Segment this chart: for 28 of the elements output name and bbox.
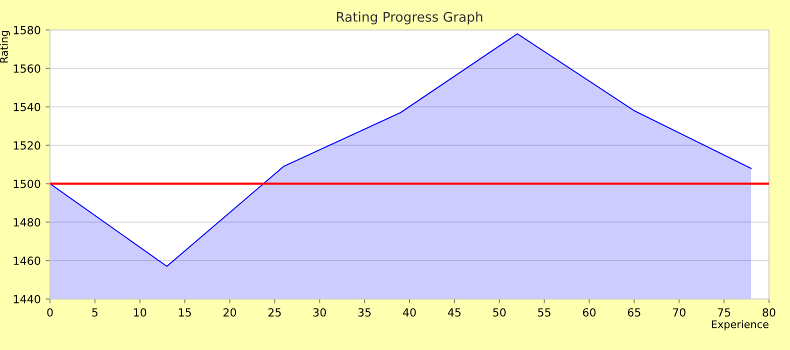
x-tick-label: 10 <box>134 308 146 317</box>
x-axis-title: Experience <box>712 320 768 330</box>
x-tick-label: 35 <box>358 308 371 317</box>
x-tick-label: 50 <box>493 308 506 317</box>
y-tick-label: 1580 <box>14 26 40 34</box>
x-tick-label: 45 <box>448 308 461 317</box>
x-tick-label: 15 <box>178 308 191 317</box>
x-tick-label: 75 <box>718 308 730 317</box>
x-tick-label: 5 <box>92 308 98 317</box>
x-tick-label: 70 <box>672 308 686 317</box>
x-tick-label: 65 <box>628 308 640 317</box>
y-tick-label: 1540 <box>14 102 40 112</box>
x-tick-label: 40 <box>402 308 416 317</box>
chart-title: Rating Progress Graph <box>336 12 482 24</box>
x-tick-label: 25 <box>268 308 281 317</box>
x-tick-label: 80 <box>762 308 776 317</box>
y-axis-title: Rating <box>0 30 10 63</box>
y-tick-label: 1560 <box>14 64 40 73</box>
y-tick-label: 1440 <box>14 294 40 304</box>
x-tick-label: 20 <box>223 308 236 317</box>
x-tick-label: 55 <box>538 308 550 317</box>
y-tick-label: 1520 <box>14 141 40 150</box>
x-tick-label: 0 <box>47 308 53 317</box>
y-tick-label: 1500 <box>14 180 40 188</box>
y-tick-label: 1480 <box>14 218 40 227</box>
x-tick-label: 30 <box>313 308 326 317</box>
x-tick-label: 60 <box>582 308 596 317</box>
y-tick-label: 1460 <box>14 256 40 265</box>
